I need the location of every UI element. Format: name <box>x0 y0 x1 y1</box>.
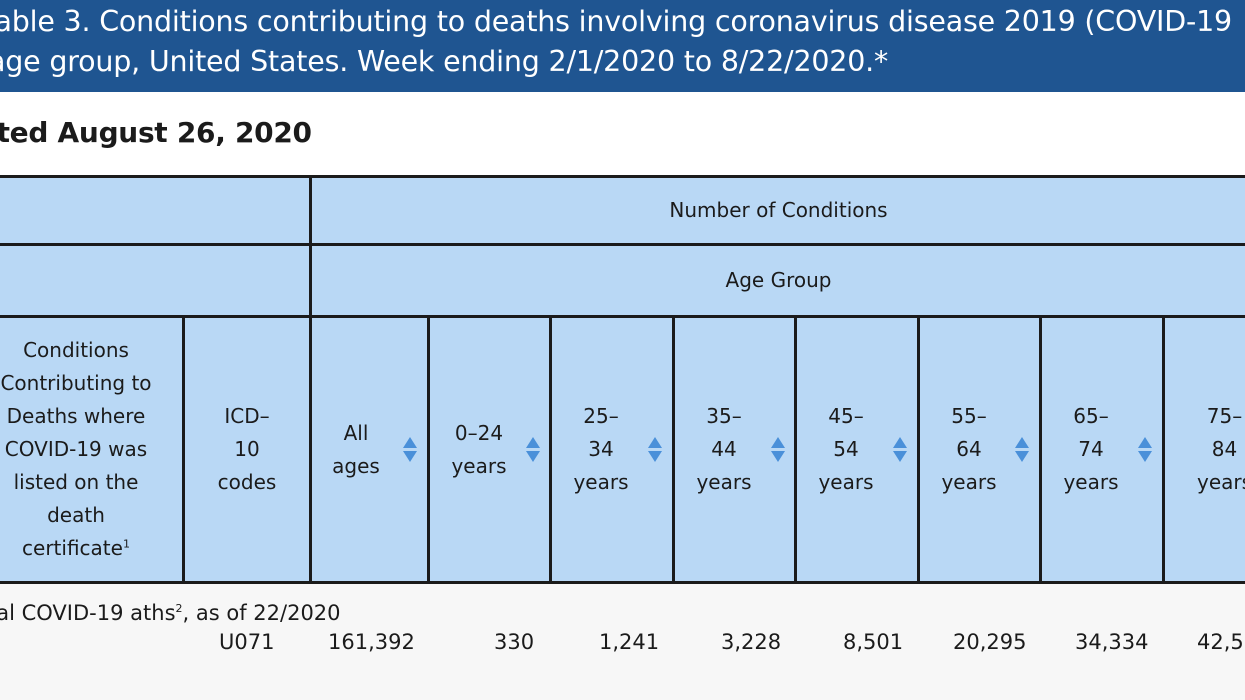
table-title-bar: Table 3. Conditions contributing to deat… <box>0 0 1245 92</box>
group-header-label: Age Group <box>725 268 832 292</box>
column-divider <box>917 315 920 584</box>
cell-75-84: 42,58 <box>1197 630 1245 654</box>
header-text-line: 44 <box>711 437 737 461</box>
column-divider <box>672 315 675 584</box>
table-row <box>0 584 1245 700</box>
column-header-icd10[interactable]: ICD– 10 codes <box>185 318 309 581</box>
header-text-line: COVID-19 was <box>4 437 148 461</box>
sort-up-down-icon[interactable] <box>526 437 540 463</box>
column-header-35-44[interactable]: 35– 44 years <box>675 318 773 581</box>
column-header-65-74[interactable]: 65– 74 years <box>1042 318 1140 581</box>
header-text-line: years <box>818 470 874 494</box>
header-text-line: death <box>47 503 105 527</box>
column-divider <box>794 315 797 584</box>
header-text-line: Conditions <box>23 338 129 362</box>
header-text-line: 84 <box>1211 437 1238 461</box>
header-bottom-border <box>0 581 1245 584</box>
column-divider <box>1039 315 1042 584</box>
header-text-line: 55– <box>951 404 987 428</box>
header-text-line: 75– <box>1206 404 1243 428</box>
row-label-line: 22/2020 <box>253 601 341 625</box>
header-text-line: years <box>941 470 997 494</box>
column-header-45-54[interactable]: 45– 54 years <box>797 318 895 581</box>
header-row-divider <box>0 315 1245 318</box>
header-text-line: years <box>1063 470 1119 494</box>
column-header-75-84[interactable]: 75– 84 years <box>1165 318 1245 581</box>
column-divider <box>1162 315 1165 584</box>
row-label-line: aths <box>130 601 176 625</box>
column-header-conditions[interactable]: Conditions Contributing to Deaths where … <box>0 318 182 581</box>
cell-25-34: 1,241 <box>599 630 660 654</box>
cell-0-24: 330 <box>494 630 535 654</box>
header-text-line: 0–24 <box>454 420 504 445</box>
group-header-number-of-conditions: Number of Conditions <box>312 178 1245 243</box>
header-row-divider <box>0 243 1245 246</box>
sort-up-down-icon[interactable] <box>403 437 417 463</box>
column-divider <box>427 315 430 584</box>
header-text-line: 74 <box>1078 437 1104 461</box>
cell-icd-code: U071 <box>219 630 275 654</box>
sort-up-down-icon[interactable] <box>771 437 785 463</box>
table-title-line-2: age group, United States. Week ending 2/… <box>0 45 889 78</box>
header-text-line: ages <box>332 453 380 478</box>
header-text-line: Deaths where <box>6 404 146 428</box>
sort-up-down-icon[interactable] <box>1138 437 1152 463</box>
column-header-all-ages[interactable]: All ages <box>312 318 400 581</box>
updated-date: ated August 26, 2020 <box>0 116 312 149</box>
header-text-line: 64 <box>956 437 982 461</box>
cell-35-44: 3,228 <box>721 630 782 654</box>
row-label-line: , as of <box>182 601 247 625</box>
row-label-total-deaths: tal COVID-19 aths2, as of 22/2020 <box>0 597 341 630</box>
cell-65-74: 34,334 <box>1075 630 1149 654</box>
cell-all-ages: 161,392 <box>328 630 415 654</box>
header-text-line: 54 <box>833 437 859 461</box>
column-divider <box>549 315 552 584</box>
column-divider <box>182 315 185 584</box>
header-text-line: 10 <box>234 437 260 461</box>
header-text-line: 34 <box>588 437 614 461</box>
header-text-line: 65– <box>1073 404 1109 428</box>
header-text-line: years <box>573 470 629 494</box>
sort-up-down-icon[interactable] <box>893 437 907 463</box>
footnote-marker: 1 <box>122 537 130 551</box>
header-text-line: 45– <box>828 404 864 428</box>
header-text-line: years <box>451 453 507 478</box>
row-label-line: tal COVID-19 <box>0 601 124 625</box>
header-text-line: All <box>343 420 369 445</box>
header-text-line: certificate <box>22 536 123 560</box>
group-header-label: Number of Conditions <box>669 198 888 222</box>
header-top-border <box>0 175 1245 178</box>
sort-up-down-icon[interactable] <box>1015 437 1029 463</box>
column-header-25-34[interactable]: 25– 34 years <box>552 318 650 581</box>
footnote-marker: 2 <box>175 602 183 615</box>
column-header-55-64[interactable]: 55– 64 years <box>920 318 1018 581</box>
header-text-line: years <box>696 470 752 494</box>
cell-45-54: 8,501 <box>843 630 904 654</box>
header-text-line: 25– <box>583 404 619 428</box>
group-header-age-group: Age Group <box>312 246 1245 315</box>
column-divider <box>309 175 312 584</box>
cell-55-64: 20,295 <box>953 630 1027 654</box>
sort-up-down-icon[interactable] <box>648 437 662 463</box>
header-text-line: years <box>1197 470 1245 494</box>
header-text-line: 35– <box>706 404 742 428</box>
header-text-line: ICD– <box>224 404 270 428</box>
table-title-line-1: Table 3. Conditions contributing to deat… <box>0 5 1232 38</box>
header-text-line: codes <box>217 470 277 494</box>
column-header-0-24[interactable]: 0–24 years <box>430 318 528 581</box>
header-text-line: Contributing to <box>0 371 152 395</box>
header-text-line: listed on the <box>13 470 139 494</box>
